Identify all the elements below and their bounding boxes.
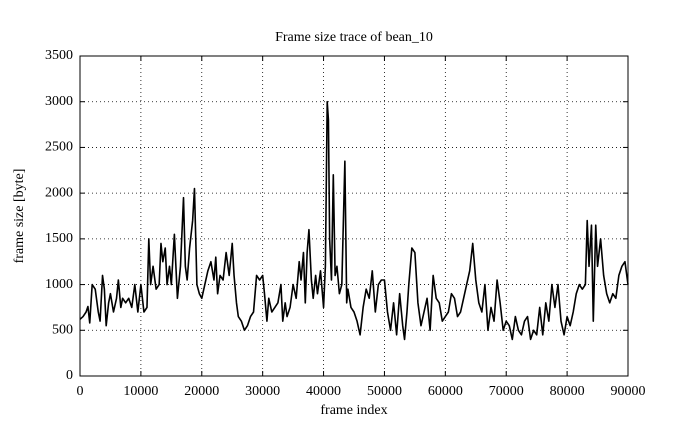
y-tick-label: 0 xyxy=(66,368,73,383)
x-tick-label: 20000 xyxy=(184,384,219,399)
x-tick-label: 0 xyxy=(77,384,84,399)
y-tick-label: 2500 xyxy=(45,140,73,155)
x-tick-label: 40000 xyxy=(306,384,341,399)
x-tick-label: 60000 xyxy=(428,384,463,399)
x-tick-label: 90000 xyxy=(611,384,646,399)
y-tick-label: 1000 xyxy=(45,277,73,292)
x-tick-label: 50000 xyxy=(367,384,402,399)
y-tick-label: 3500 xyxy=(45,48,73,63)
x-tick-label: 70000 xyxy=(489,384,524,399)
plot-frame xyxy=(79,55,629,377)
y-tick-label: 3000 xyxy=(45,94,73,109)
x-axis-label: frame index xyxy=(320,403,387,418)
x-tick-label: 80000 xyxy=(550,384,585,399)
y-tick-label: 2000 xyxy=(45,185,73,200)
chart-title: Frame size trace of bean_10 xyxy=(275,30,433,45)
x-tick-label: 30000 xyxy=(245,384,280,399)
y-tick-label: 500 xyxy=(52,323,73,338)
x-tick-label: 10000 xyxy=(123,384,158,399)
y-tick-label: 1500 xyxy=(45,231,73,246)
data-line xyxy=(79,100,629,341)
y-axis-label: frame size [byte] xyxy=(12,169,27,264)
